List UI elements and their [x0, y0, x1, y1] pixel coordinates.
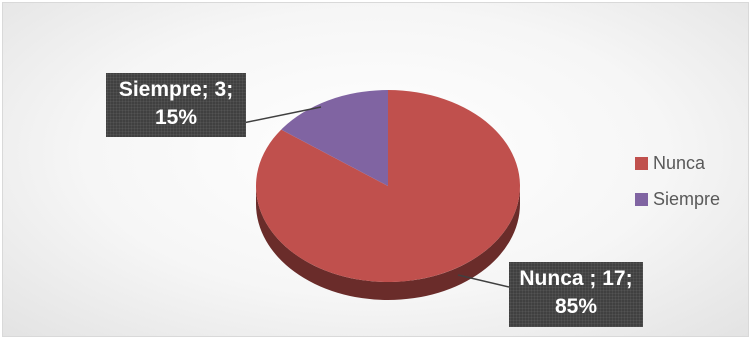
- pie-slice-siempre: [281, 90, 388, 186]
- data-label-nunca-line1: Nunca ; 17;: [519, 267, 633, 290]
- legend-swatch-nunca: [635, 156, 648, 170]
- legend: Nunca Siempre: [635, 145, 720, 217]
- pie-chart: [242, 90, 520, 300]
- data-label-siempre-line2: 15%: [154, 106, 198, 129]
- leader-line-siempre: [242, 106, 322, 124]
- data-label-siempre: Siempre; 3; 15%: [106, 73, 246, 137]
- data-label-nunca-line2: 85%: [554, 295, 598, 318]
- legend-swatch-siempre: [635, 192, 648, 206]
- chart-area: Siempre; 3; 15% Nunca ; 17; 85% Nunca Si…: [2, 2, 749, 337]
- data-label-nunca: Nunca ; 17; 85%: [509, 262, 643, 327]
- legend-item-siempre: Siempre: [635, 181, 720, 217]
- leader-line-nunca: [457, 274, 510, 288]
- data-label-siempre-line1: Siempre; 3;: [118, 78, 234, 101]
- legend-item-nunca: Nunca: [635, 145, 720, 181]
- pie-side-nunca: [256, 186, 520, 300]
- legend-label-siempre: Siempre: [653, 188, 721, 209]
- legend-label-nunca: Nunca: [653, 152, 706, 173]
